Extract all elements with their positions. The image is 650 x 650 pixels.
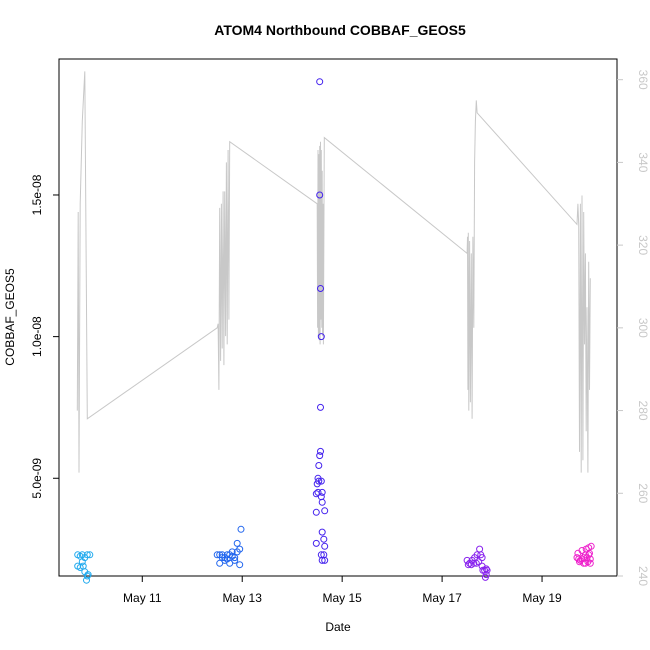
data-point-series-5 (586, 549, 593, 557)
data-point-series-2 (237, 525, 245, 533)
y-tick-label: 1.0e-08 (30, 316, 44, 357)
data-point-series-3 (315, 462, 323, 469)
chart-title: ATOM4 Northbound COBBAF_GEOS5 (214, 22, 466, 38)
data-point-series-4 (483, 566, 491, 574)
y-tick-label: 1.5e-08 (30, 174, 44, 215)
data-point-series-3 (320, 535, 328, 543)
data-point-series-4 (482, 571, 490, 579)
x-tick-label: May 19 (522, 591, 562, 605)
data-point-series-3 (317, 333, 325, 341)
data-point-series-2 (228, 548, 236, 556)
data-point-series-4 (470, 559, 478, 567)
data-point-series-3 (317, 477, 325, 485)
x-axis: May 11 May 13 May 15 May 17 May 19 (123, 576, 562, 605)
data-point-series-4 (478, 554, 486, 562)
data-point-series-3 (314, 488, 322, 496)
data-point-series-3 (316, 191, 324, 199)
y2-tick-label: 240 (636, 566, 650, 586)
data-point-series-4 (475, 558, 483, 566)
data-point-series-3 (316, 452, 324, 460)
data-point-series-2 (236, 561, 244, 569)
secondary-series-line (76, 71, 591, 473)
data-point-series-1 (83, 576, 90, 584)
y2-axis: 240 260 280 300 320 340 360 (617, 70, 650, 586)
data-point-series-2 (228, 552, 236, 560)
points-layer (74, 78, 595, 584)
data-point-series-3 (317, 403, 324, 411)
y-axis: 5.0e-09 1.0e-08 1.5e-08 (30, 174, 59, 499)
data-point-series-3 (317, 447, 324, 455)
data-point-series-1 (83, 572, 91, 580)
data-point-series-3 (317, 285, 324, 292)
data-point-series-3 (318, 556, 326, 564)
data-point-series-3 (321, 542, 329, 550)
data-point-series-4 (481, 566, 489, 574)
data-point-series-4 (481, 573, 489, 581)
y2-tick-label: 300 (636, 318, 650, 338)
data-point-series-5 (586, 559, 594, 567)
data-point-series-3 (321, 556, 329, 564)
data-point-series-5 (574, 549, 582, 557)
data-point-series-1 (83, 551, 91, 559)
x-tick-label: May 15 (322, 591, 362, 605)
data-point-series-3 (312, 490, 320, 498)
data-point-series-3 (312, 508, 320, 516)
secondary-line-layer (76, 71, 591, 473)
data-point-series-3 (312, 539, 320, 547)
data-point-series-2 (216, 559, 224, 567)
data-point-series-3 (318, 528, 326, 536)
y2-tick-label: 360 (636, 70, 650, 90)
x-tick-label: May 13 (223, 591, 263, 605)
data-point-series-3 (318, 498, 326, 506)
y-axis-label: COBBAF_GEOS5 (3, 268, 17, 366)
x-tick-label: May 11 (123, 591, 162, 605)
x-axis-label: Date (325, 620, 351, 634)
y2-tick-label: 260 (636, 483, 650, 503)
y-tick-label: 5.0e-09 (30, 458, 44, 499)
x-tick-label: May 17 (422, 591, 462, 605)
data-point-series-2 (236, 545, 244, 553)
data-point-series-2 (218, 554, 226, 562)
data-point-series-1 (78, 558, 86, 566)
y2-tick-label: 340 (636, 152, 650, 172)
data-point-series-3 (316, 78, 324, 86)
data-point-series-4 (476, 545, 484, 553)
plot-frame (58, 58, 618, 577)
data-point-series-2 (233, 539, 241, 547)
data-point-series-1 (86, 551, 94, 559)
y2-tick-label: 320 (636, 235, 650, 255)
data-point-series-5 (581, 559, 589, 567)
data-point-series-5 (587, 542, 595, 550)
data-point-series-3 (321, 507, 329, 515)
y2-tick-label: 280 (636, 401, 650, 421)
